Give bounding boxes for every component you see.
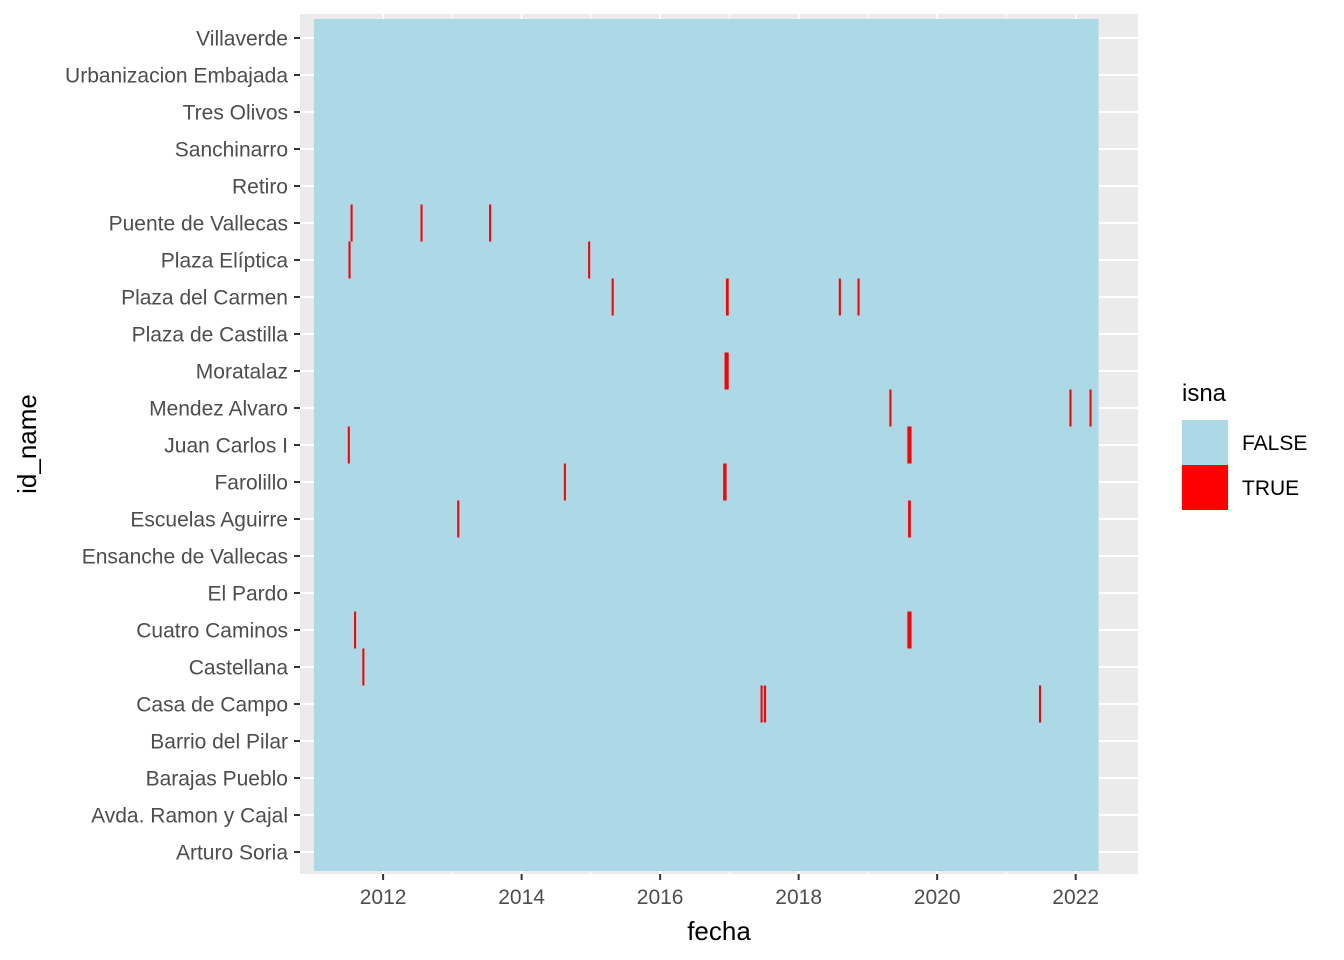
tile-row-false: [313, 19, 1099, 57]
y-tick-label: Tres Olivos: [183, 102, 288, 125]
y-tick-label: Sanchinarro: [175, 139, 288, 162]
y-tick-label: Ensanche de Vallecas: [82, 546, 288, 569]
legend-key-false: [1182, 420, 1228, 465]
legend: isna FALSE TRUE: [1182, 380, 1307, 510]
missing-tile: [347, 426, 350, 464]
x-tick-label: 2016: [637, 886, 684, 909]
y-tick-label: Barajas Pueblo: [146, 768, 288, 791]
y-tick-label: Avda. Ramon y Cajal: [91, 805, 288, 828]
legend-title: isna: [1182, 380, 1227, 407]
tile-row-false: [313, 685, 1099, 723]
missing-marks: [347, 204, 1092, 723]
y-tick-label: Juan Carlos I: [164, 435, 288, 458]
tile-row-false: [313, 574, 1099, 612]
tile-row-false: [313, 833, 1099, 871]
y-tick-label: Cuatro Caminos: [136, 620, 288, 643]
y-tick-label: Castellana: [189, 657, 289, 680]
y-tick-label: Plaza de Castilla: [132, 324, 289, 347]
x-axis-title: fecha: [687, 916, 751, 946]
legend-key-true: [1182, 465, 1228, 510]
tile-row-false: [313, 352, 1099, 390]
tile-row-false: [313, 167, 1099, 205]
data-tiles: [313, 19, 1099, 871]
missing-tile: [1069, 389, 1072, 427]
missing-tile: [563, 463, 566, 501]
missing-tile: [611, 278, 614, 316]
tile-row-false: [313, 389, 1099, 427]
missing-tile: [362, 648, 365, 686]
missing-tile: [838, 278, 841, 316]
y-tick-label: Farolillo: [214, 472, 288, 495]
legend-label: TRUE: [1242, 477, 1299, 500]
y-tick-label: El Pardo: [207, 583, 288, 606]
y-tick-label: Barrio del Pilar: [150, 731, 288, 754]
tile-row-false: [313, 722, 1099, 760]
y-tick-label: Escuelas Aguirre: [130, 509, 288, 532]
tile-row-false: [313, 93, 1099, 131]
x-tick-label: 2012: [360, 886, 407, 909]
y-tick-label: Casa de Campo: [136, 694, 288, 717]
tile-row-false: [313, 278, 1099, 316]
y-tick-label: Villaverde: [196, 28, 288, 51]
tile-row-false: [313, 426, 1099, 464]
tile-row-false: [313, 241, 1099, 279]
missing-tile: [457, 500, 460, 538]
missing-tile: [889, 389, 892, 427]
x-axis: 2012 2014 2016 2018 2020 2022: [360, 874, 1099, 909]
y-tick-label: Plaza Elíptica: [161, 250, 289, 273]
missing-tile: [350, 204, 353, 242]
tile-row-false: [313, 500, 1099, 538]
tile-row-false: [313, 56, 1099, 94]
tile-row-false: [313, 648, 1099, 686]
y-axis: Villaverde Urbanizacion Embajada Tres Oliv…: [65, 28, 300, 865]
y-tick-label: Puente de Vallecas: [109, 213, 288, 236]
y-tick-label: Arturo Soria: [176, 842, 288, 865]
y-tick-label: Mendez Alvaro: [149, 398, 288, 421]
legend-label: FALSE: [1242, 432, 1307, 455]
missing-tile: [354, 611, 357, 649]
y-axis-title: id_name: [12, 394, 42, 494]
x-tick-label: 2014: [498, 886, 545, 909]
missing-tile: [1089, 389, 1092, 427]
tile-row-false: [313, 204, 1099, 242]
missing-tile: [348, 241, 351, 279]
tile-row-false: [313, 463, 1099, 501]
tile-row-false: [313, 759, 1099, 797]
missing-tile: [1038, 685, 1042, 723]
x-tick-label: 2020: [914, 886, 961, 909]
y-tick-label: Urbanizacion Embajada: [65, 65, 288, 88]
missing-tile: [420, 204, 423, 242]
missing-tile: [857, 278, 860, 316]
y-tick-label: Retiro: [232, 176, 288, 199]
tile-row-false: [313, 796, 1099, 834]
missing-tile: [588, 241, 591, 279]
missing-tile: [723, 463, 727, 501]
missing-tile: [908, 500, 911, 538]
missing-tile: [760, 685, 763, 723]
x-tick-label: 2022: [1052, 886, 1099, 909]
tile-row-false: [313, 315, 1099, 353]
tile-row-false: [313, 537, 1099, 575]
missing-tile: [724, 352, 729, 390]
y-tick-label: Plaza del Carmen: [121, 287, 288, 310]
missing-tile: [907, 426, 912, 464]
y-tick-label: Moratalaz: [196, 361, 288, 384]
tile-row-false: [313, 130, 1099, 168]
tile-row-false: [313, 611, 1099, 649]
missing-tile: [764, 685, 767, 723]
missing-tile: [489, 204, 492, 242]
missing-tile: [725, 278, 729, 316]
x-tick-label: 2018: [775, 886, 822, 909]
missing-tile: [907, 611, 912, 649]
